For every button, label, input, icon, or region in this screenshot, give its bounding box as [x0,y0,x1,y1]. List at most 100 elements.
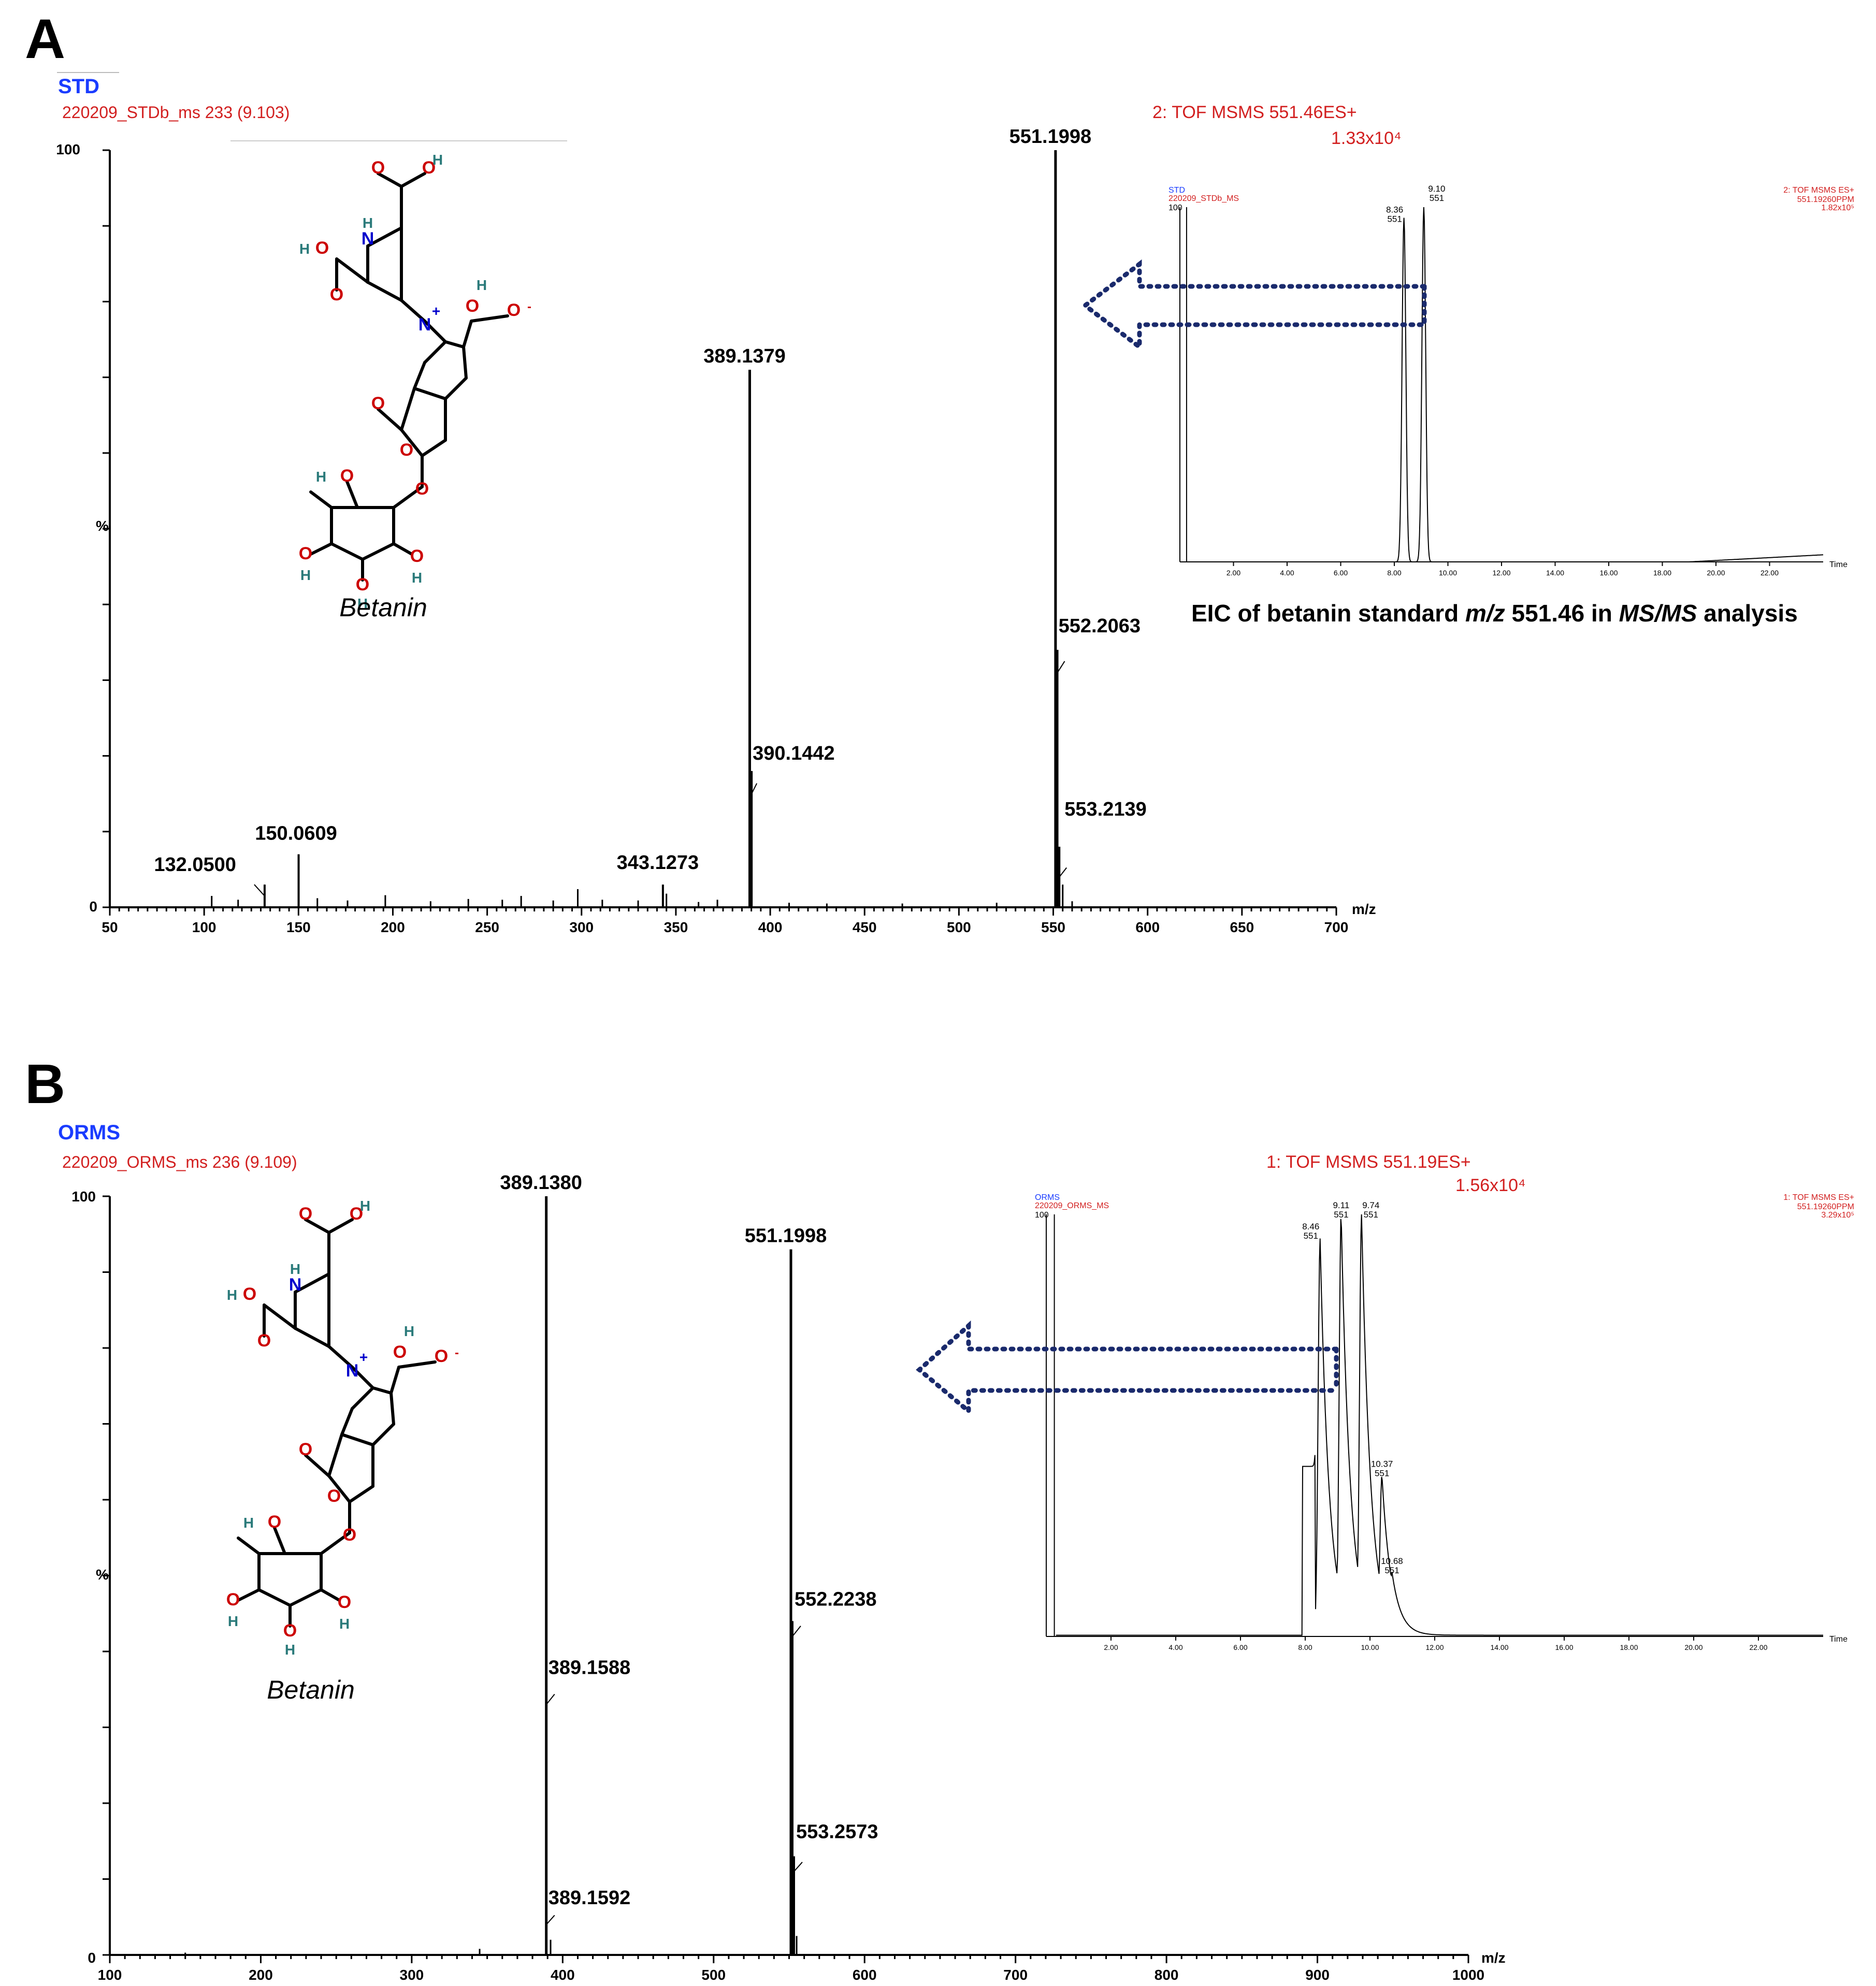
inset-peak-mz: 551 [1364,1210,1378,1220]
inset-intensity: 3.29x10⁵ [1821,1211,1854,1220]
arrow-left-icon [916,1320,1339,1416]
x-tick-label: 50 [102,919,118,935]
svg-text:O: O [356,575,369,595]
inset-peak-mz: 551 [1387,214,1402,224]
inset-x-tick-label: 2.00 [1104,1643,1118,1651]
inset-trace [1188,207,1824,562]
inset-x-tick-label: 8.00 [1387,569,1401,577]
inset-intensity: 1.82x10⁵ [1821,204,1854,212]
inset-x-axis-label: Time [1829,560,1848,569]
svg-text:O: O [243,1284,256,1304]
svg-text:O: O [299,1204,312,1224]
svg-text:O: O [466,296,479,316]
x-tick-label: 700 [1003,1967,1028,1983]
svg-text:O: O [350,1204,363,1224]
function-label: 1: TOF MSMS 551.19ES+ [1266,1152,1471,1172]
intensity-label: 1.56x10⁴ [1455,1176,1526,1195]
svg-text:O: O [338,1592,351,1612]
svg-text:H: H [299,241,310,257]
svg-text:+: + [432,303,440,319]
inset-x-axis-label: Time [1829,1635,1848,1644]
y-top-label: 100 [56,141,80,157]
inset-sample: ORMS [1035,1193,1060,1202]
svg-text:O: O [393,1342,407,1362]
inset-x-tick-label: 12.00 [1492,569,1510,577]
panel-letter: A [25,7,65,70]
x-tick-label: 650 [1230,919,1254,935]
inset-peak-mz: 551 [1430,193,1444,203]
peak-leader [751,783,758,794]
svg-text:H: H [432,152,443,168]
svg-text:N: N [362,229,374,249]
inset-x-tick-label: 20.00 [1684,1643,1702,1651]
x-tick-label: 1000 [1452,1967,1484,1983]
arrow-left-icon [1081,259,1427,352]
peak-leader [792,1626,801,1637]
svg-text:-: - [527,300,531,314]
inset-x-tick-label: 8.00 [1298,1643,1312,1651]
peak-label: 390.1442 [753,743,835,764]
panel-letter: B [25,1052,65,1115]
peak-label: 551.1998 [1009,126,1092,148]
x-tick-label: 350 [664,919,688,935]
inset-x-tick-label: 6.00 [1334,569,1348,577]
peak-leader [545,1915,555,1925]
svg-text:N: N [289,1275,302,1295]
inset-x-tick-label: 6.00 [1233,1643,1247,1651]
peak-label: 132.0500 [154,854,236,876]
x-axis-label: m/z [1352,901,1376,917]
inset-trace [1056,1214,1823,1636]
x-tick-label: 150 [286,919,311,935]
svg-text:O: O [268,1512,281,1532]
svg-text:H: H [316,469,326,485]
x-tick-label: 800 [1155,1967,1179,1983]
x-tick-label: 600 [853,1967,877,1983]
y-axis-label: % [96,518,109,534]
inset-function: 2: TOF MSMS ES+ [1783,186,1854,195]
inset-x-tick-label: 4.00 [1280,569,1294,577]
peak-label: 552.2063 [1059,615,1141,637]
svg-text:O: O [299,1440,312,1459]
x-tick-label: 550 [1041,919,1065,935]
inset-peak-rt: 9.74 [1362,1200,1379,1210]
inset-file: 220209_STDb_MS [1168,194,1239,203]
function-label: 2: TOF MSMS 551.46ES+ [1152,103,1357,122]
x-tick-label: 900 [1305,1967,1330,1983]
peak-label: 389.1379 [703,345,786,367]
x-tick-label: 400 [551,1967,575,1983]
svg-text:O: O [299,544,312,563]
x-tick-label: 300 [400,1967,424,1983]
svg-text:H: H [363,215,373,231]
compound-name: Betanin [267,1675,355,1704]
svg-text:H: H [243,1515,254,1531]
peak-label: 389.1592 [549,1887,631,1909]
peak-label: 553.2573 [796,1821,878,1843]
svg-text:H: H [360,1198,370,1214]
inset-x-tick-label: 10.00 [1361,1643,1379,1651]
svg-text:H: H [339,1616,350,1632]
inset-peak-mz: 551 [1304,1231,1318,1241]
x-tick-label: 300 [569,919,594,935]
x-tick-label: 500 [701,1967,726,1983]
x-tick-label: 100 [192,919,217,935]
x-axis-label: m/z [1481,1950,1506,1966]
svg-text:O: O [400,440,413,460]
svg-text:O: O [422,158,436,178]
inset-file: 220209_ORMS_MS [1035,1201,1109,1210]
inset-x-tick-label: 4.00 [1168,1643,1182,1651]
inset-x-tick-label: 10.00 [1439,569,1457,577]
svg-text:+: + [359,1349,368,1365]
svg-text:O: O [226,1590,240,1610]
x-tick-label: 200 [381,919,405,935]
peak-label: 553.2139 [1064,799,1147,820]
betanin-structure: O O H N H O H O N + O - O O O O O H O O [226,1198,459,1658]
svg-text:N: N [419,315,431,335]
spectrum-a: 50 100 150 200 250 300 350 400 450 500 550 600 650 70… [102,126,1348,935]
svg-text:H: H [285,1642,295,1658]
inset-x-tick-label: 16.00 [1555,1643,1573,1651]
svg-text:O: O [315,238,329,258]
svg-text:O: O [340,466,354,486]
inset-x-tick-label: 18.00 [1653,569,1671,577]
